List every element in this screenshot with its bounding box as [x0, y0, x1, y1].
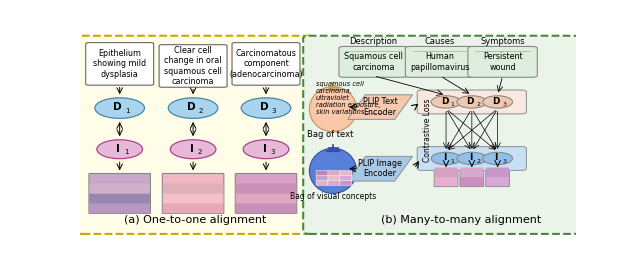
- Text: Epithelium
showing mild
dysplasia: Epithelium showing mild dysplasia: [93, 49, 147, 79]
- FancyBboxPatch shape: [236, 183, 296, 194]
- FancyBboxPatch shape: [90, 183, 150, 194]
- Circle shape: [97, 140, 143, 159]
- Text: Contrastive Loss: Contrastive Loss: [422, 99, 432, 162]
- FancyBboxPatch shape: [163, 174, 224, 213]
- Circle shape: [483, 96, 513, 108]
- Polygon shape: [348, 156, 413, 181]
- Text: 3: 3: [502, 159, 506, 164]
- Text: I: I: [116, 144, 120, 154]
- FancyBboxPatch shape: [340, 171, 352, 175]
- Text: 2: 2: [198, 149, 202, 155]
- Text: Human
papillomavirus: Human papillomavirus: [410, 52, 470, 72]
- Text: 2: 2: [476, 159, 480, 164]
- Polygon shape: [348, 95, 413, 119]
- FancyBboxPatch shape: [435, 167, 458, 177]
- Text: Description: Description: [349, 37, 397, 46]
- Circle shape: [168, 98, 218, 118]
- Text: Bag of visual concepts: Bag of visual concepts: [290, 192, 376, 201]
- FancyBboxPatch shape: [460, 167, 483, 177]
- Text: I: I: [443, 153, 446, 162]
- Circle shape: [431, 152, 461, 165]
- Circle shape: [431, 96, 461, 108]
- FancyBboxPatch shape: [328, 171, 340, 175]
- Circle shape: [483, 152, 513, 165]
- Text: Persistent
wound: Persistent wound: [483, 52, 522, 72]
- Text: 3: 3: [502, 102, 506, 107]
- FancyBboxPatch shape: [77, 36, 314, 234]
- Text: 1: 1: [124, 149, 129, 155]
- Circle shape: [95, 98, 145, 118]
- FancyBboxPatch shape: [340, 180, 352, 185]
- Text: PLIP Image
Encoder: PLIP Image Encoder: [358, 159, 402, 178]
- FancyBboxPatch shape: [236, 174, 297, 213]
- FancyBboxPatch shape: [316, 180, 328, 185]
- FancyBboxPatch shape: [434, 167, 458, 187]
- Text: Carcinomatous
component
(adenocarcinoma): Carcinomatous component (adenocarcinoma): [229, 49, 303, 79]
- FancyBboxPatch shape: [303, 36, 579, 234]
- FancyBboxPatch shape: [468, 46, 538, 77]
- FancyBboxPatch shape: [340, 175, 352, 180]
- FancyBboxPatch shape: [417, 147, 526, 170]
- Circle shape: [457, 96, 487, 108]
- Text: I: I: [468, 153, 472, 162]
- Text: Clear cell
change in oral
squamous cell
carcinoma: Clear cell change in oral squamous cell …: [164, 46, 222, 86]
- Text: (b) Many-to-many alignment: (b) Many-to-many alignment: [381, 215, 541, 225]
- Text: I: I: [262, 144, 266, 154]
- Text: 3: 3: [271, 149, 275, 155]
- FancyBboxPatch shape: [232, 43, 300, 85]
- FancyBboxPatch shape: [90, 193, 150, 203]
- Text: 2: 2: [199, 108, 204, 114]
- Text: D: D: [187, 102, 195, 112]
- Circle shape: [243, 140, 289, 159]
- Text: D: D: [113, 102, 122, 112]
- FancyBboxPatch shape: [86, 43, 154, 85]
- Text: D: D: [260, 102, 268, 112]
- FancyBboxPatch shape: [236, 203, 296, 213]
- Ellipse shape: [309, 148, 356, 193]
- Text: Symptoms: Symptoms: [480, 37, 525, 46]
- FancyBboxPatch shape: [159, 45, 227, 87]
- FancyBboxPatch shape: [486, 167, 509, 187]
- Circle shape: [170, 140, 216, 159]
- Text: 1: 1: [125, 108, 130, 114]
- Text: I: I: [495, 153, 498, 162]
- FancyBboxPatch shape: [316, 175, 328, 180]
- Text: 1: 1: [451, 102, 454, 107]
- Text: D: D: [492, 97, 500, 106]
- Ellipse shape: [309, 87, 356, 132]
- FancyBboxPatch shape: [417, 90, 526, 114]
- Circle shape: [241, 98, 291, 118]
- Text: 1: 1: [451, 159, 454, 164]
- Text: (a) One-to-one alignment: (a) One-to-one alignment: [124, 215, 266, 225]
- FancyBboxPatch shape: [163, 203, 223, 213]
- Text: D: D: [467, 97, 474, 106]
- Text: I: I: [189, 144, 193, 154]
- FancyBboxPatch shape: [163, 193, 223, 203]
- FancyBboxPatch shape: [486, 167, 509, 177]
- FancyBboxPatch shape: [316, 171, 328, 175]
- Circle shape: [457, 152, 487, 165]
- FancyBboxPatch shape: [328, 180, 340, 185]
- FancyBboxPatch shape: [405, 46, 475, 77]
- Text: squamous cell
carcinoma,
ultraviolet
radiation exposure,
skin variations........: squamous cell carcinoma, ultraviolet rad…: [316, 81, 383, 115]
- FancyBboxPatch shape: [460, 167, 484, 187]
- FancyBboxPatch shape: [89, 174, 150, 213]
- Text: 2: 2: [476, 102, 480, 107]
- FancyBboxPatch shape: [339, 46, 408, 77]
- Text: Causes: Causes: [425, 37, 455, 46]
- FancyBboxPatch shape: [236, 193, 296, 203]
- Text: Bag of text: Bag of text: [307, 130, 354, 139]
- FancyBboxPatch shape: [163, 183, 223, 194]
- Text: D: D: [441, 97, 448, 106]
- FancyBboxPatch shape: [328, 175, 340, 180]
- Text: Squamous cell
carcinoma: Squamous cell carcinoma: [344, 52, 403, 72]
- Text: 3: 3: [272, 108, 276, 114]
- FancyBboxPatch shape: [90, 203, 150, 213]
- Text: PLIP Text
Encoder: PLIP Text Encoder: [363, 97, 397, 117]
